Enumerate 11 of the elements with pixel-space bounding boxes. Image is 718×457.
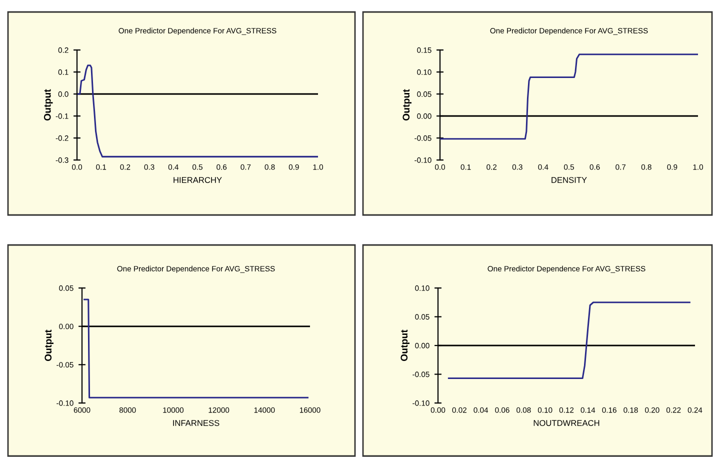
y-axis-title: Output xyxy=(44,89,53,121)
x-axis-title: INFARNESS xyxy=(173,420,220,426)
y-axis-title: Output xyxy=(402,89,412,121)
y-axis-title: Output xyxy=(44,330,54,362)
x-axis-title: NOUTDWREACH xyxy=(534,420,600,426)
line-series xyxy=(440,54,698,140)
x-axis-title: DENSITY xyxy=(552,177,587,183)
y-axis-title: Output xyxy=(400,330,410,362)
line-series xyxy=(77,64,318,158)
x-axis-title: HIERARCHY xyxy=(174,177,222,183)
line-series xyxy=(448,302,690,380)
